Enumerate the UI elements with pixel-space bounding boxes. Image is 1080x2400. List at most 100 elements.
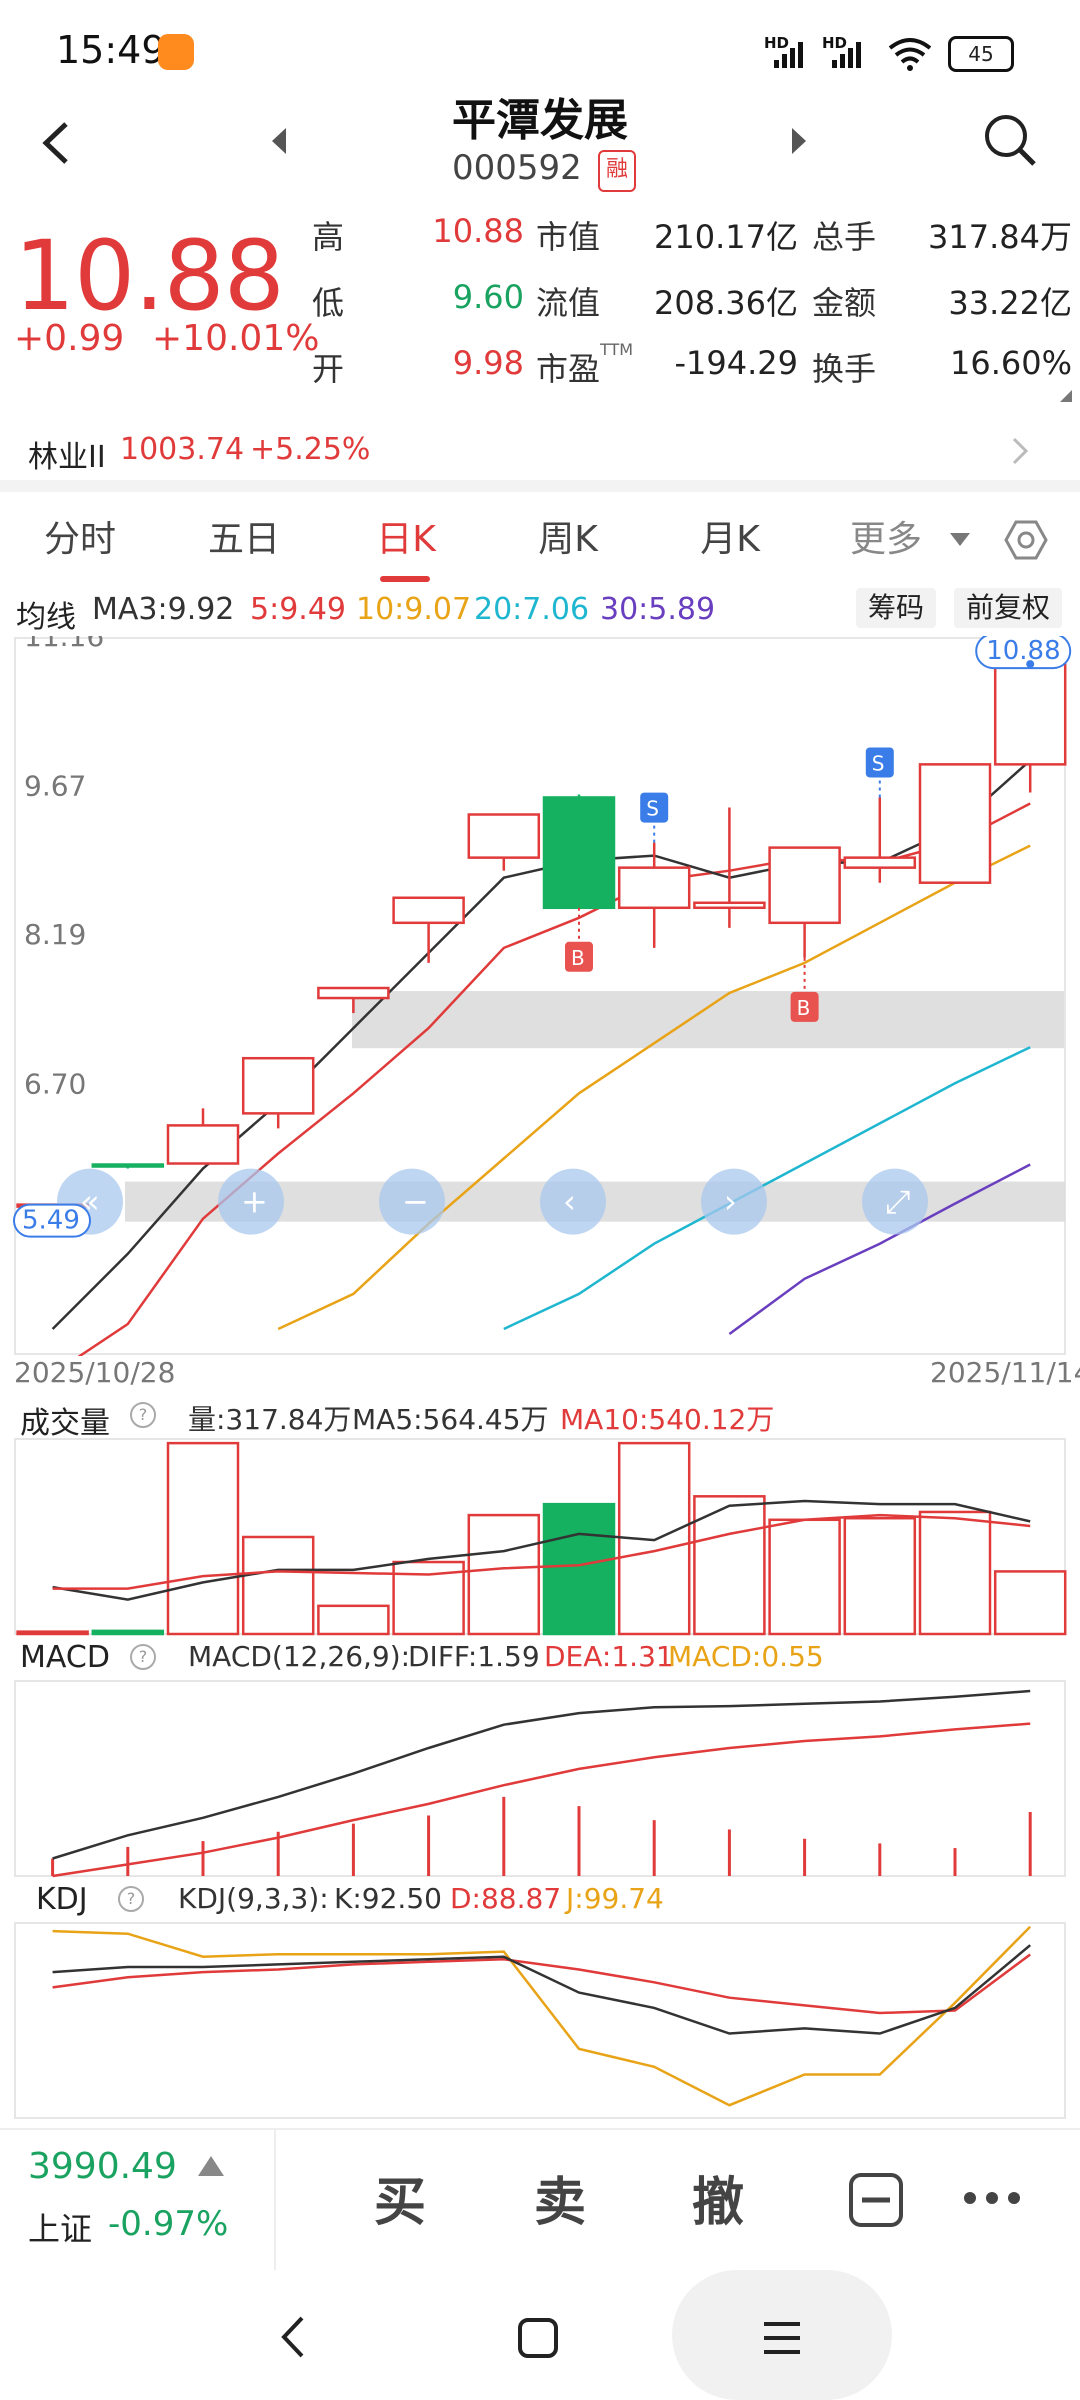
pe-value: -194.29 xyxy=(674,344,798,382)
macd-diff-label: DIFF:1.59 xyxy=(408,1640,540,1673)
index-value: 3990.49 xyxy=(28,2146,177,2187)
status-time: 15:49 xyxy=(56,28,166,72)
amount-label: 金额 xyxy=(812,284,877,322)
chart-frame xyxy=(14,637,1066,1355)
tab-intraday[interactable]: 分时 xyxy=(43,519,116,560)
volume-bar xyxy=(317,1604,390,1636)
float-label: 流值 xyxy=(536,284,601,322)
max-dot xyxy=(1026,660,1035,669)
tab-monthly-k[interactable]: 月K xyxy=(700,519,760,560)
marker-label: B xyxy=(571,946,585,970)
industry-row[interactable]: 林业II 1003.74 +5.25% xyxy=(0,420,1080,480)
tab-daily-k[interactable]: 日K xyxy=(376,519,436,560)
zoom-in-icon[interactable] xyxy=(218,1168,284,1235)
y-tick-label: 6.70 xyxy=(24,1067,86,1100)
scroll-right-icon[interactable] xyxy=(701,1168,767,1235)
kdj-d-label: D:88.87 xyxy=(450,1882,562,1915)
expand-corner-icon[interactable] xyxy=(1058,388,1074,404)
prev-stock-icon[interactable] xyxy=(268,126,290,156)
low-value: 9.60 xyxy=(452,278,524,316)
tab-five-day[interactable]: 五日 xyxy=(207,519,280,560)
resistance-band xyxy=(352,991,1064,1049)
chips-button[interactable]: 筹码 xyxy=(856,588,937,628)
marker-label: S xyxy=(646,797,659,821)
candle-body xyxy=(241,1056,315,1115)
price-change-pct: +10.01% xyxy=(152,318,320,359)
dropdown-icon[interactable] xyxy=(948,530,972,550)
search-icon[interactable] xyxy=(982,112,1038,168)
help-icon[interactable]: ? xyxy=(130,1644,156,1670)
candle-body xyxy=(993,662,1067,766)
ma10-label: 10:9.07 xyxy=(356,592,472,627)
candle-body xyxy=(467,813,541,859)
y-tick-label: 11.16 xyxy=(24,636,104,653)
tab-weekly-k[interactable]: 周K xyxy=(538,519,598,560)
adjust-button[interactable]: 前复权 xyxy=(954,588,1063,628)
high-value: 10.88 xyxy=(432,212,524,250)
volume-bar xyxy=(993,1570,1067,1636)
candle-body xyxy=(166,1124,240,1165)
help-icon[interactable]: ? xyxy=(130,1402,156,1428)
max-price-box xyxy=(975,636,1072,670)
back-icon[interactable] xyxy=(36,118,76,168)
kdj-j-label: J:99.74 xyxy=(566,1882,664,1915)
ma-title: 均线 xyxy=(16,600,76,635)
volume-bar xyxy=(91,1629,165,1636)
volume-bar xyxy=(467,1513,541,1636)
index-panel[interactable]: 3990.49 上证 -0.97% xyxy=(0,2130,276,2270)
macd-chart xyxy=(14,1680,1066,1878)
cancel-order-button[interactable]: 撤 xyxy=(692,2173,745,2233)
control-glyph: − xyxy=(402,1183,429,1221)
volume-ma10-line xyxy=(52,1513,1031,1590)
hd-label-1: HD xyxy=(764,34,790,52)
status-bar: 15:49 HD HD 45 xyxy=(0,0,1080,90)
min-price-label: 5.49 xyxy=(22,1206,80,1236)
kdj-title: KDJ xyxy=(36,1882,88,1917)
x-end-label: 2025/11/14 xyxy=(930,1356,1080,1389)
macd-diff-line xyxy=(52,1689,1031,1860)
zoom-out-icon[interactable] xyxy=(379,1168,445,1235)
y-tick-label: 8.19 xyxy=(24,918,86,951)
ma30-line xyxy=(728,1163,1031,1336)
turnover-value: 16.60% xyxy=(949,344,1072,382)
minus-box-icon[interactable] xyxy=(848,2172,904,2228)
candle-body xyxy=(91,1163,165,1168)
nav-back-icon[interactable] xyxy=(278,2314,308,2360)
open-value: 9.98 xyxy=(452,344,524,382)
candle-body xyxy=(542,796,616,910)
volume-label: 总手 xyxy=(812,218,877,256)
volume-bar xyxy=(693,1495,766,1636)
ma20-line xyxy=(503,1046,1031,1331)
settings-icon[interactable] xyxy=(1004,518,1048,562)
mktcap-value: 210.17亿 xyxy=(654,218,798,256)
buy-button[interactable]: 买 xyxy=(374,2173,427,2233)
nav-home-icon[interactable] xyxy=(516,2316,560,2360)
vol-label: 量:317.84万 xyxy=(188,1403,352,1436)
industry-name: 林业II xyxy=(28,440,106,475)
current-price: 10.88 xyxy=(14,220,285,332)
sell-signal-marker xyxy=(640,792,669,823)
industry-pct: +5.25% xyxy=(250,432,371,467)
nav-recents-pill[interactable] xyxy=(672,2270,892,2400)
macd-value-label: MACD:0.55 xyxy=(668,1640,824,1673)
volume-bar xyxy=(768,1518,841,1636)
candle-body xyxy=(617,866,691,910)
ma30-label: 30:5.89 xyxy=(600,592,716,627)
scroll-left-icon[interactable] xyxy=(540,1168,606,1235)
buy-signal-marker xyxy=(790,991,819,1022)
tab-more[interactable]: 更多 xyxy=(849,519,922,560)
index-name: 上证 xyxy=(28,2210,93,2248)
sell-button[interactable]: 卖 xyxy=(534,2173,587,2233)
help-icon[interactable]: ? xyxy=(118,1886,144,1912)
fullscreen-icon[interactable] xyxy=(862,1168,928,1235)
kdj-k-line xyxy=(52,1944,1032,2035)
ma5-line xyxy=(77,802,1031,1356)
period-tabs: 分时 五日 日K 周K 月K 更多 xyxy=(0,490,1080,590)
nav-menu-icon[interactable] xyxy=(760,2318,804,2358)
next-stock-icon[interactable] xyxy=(788,126,810,156)
more-icon[interactable] xyxy=(960,2186,1024,2210)
ma20-label: 20:7.06 xyxy=(474,592,590,627)
kdj-j-line xyxy=(52,1925,1032,2107)
open-label: 开 xyxy=(312,350,345,388)
